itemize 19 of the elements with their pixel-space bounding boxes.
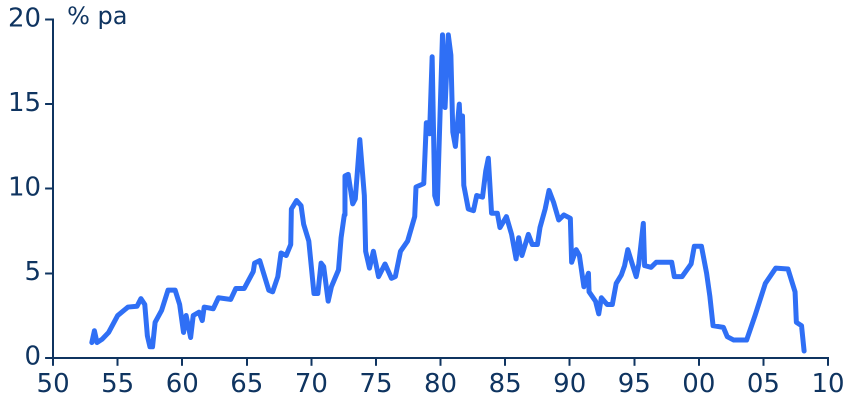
x-tick-label: 05 bbox=[746, 369, 780, 400]
x-tick-label: 10 bbox=[811, 369, 845, 400]
x-tick-label: 95 bbox=[618, 369, 651, 400]
x-tick-label: 70 bbox=[294, 369, 328, 400]
x-tick-label: 60 bbox=[166, 369, 199, 400]
x-tick-label: 50 bbox=[36, 369, 70, 400]
y-axis-title: % pa bbox=[67, 2, 128, 30]
y-tick-label: 0 bbox=[24, 342, 42, 372]
x-tick-label: 90 bbox=[553, 369, 586, 400]
x-tick-label: 80 bbox=[424, 369, 458, 400]
y-tick-label: 15 bbox=[8, 88, 42, 118]
x-tick-label: 00 bbox=[682, 369, 716, 400]
y-tick-label: 10 bbox=[8, 172, 42, 202]
x-tick-label: 75 bbox=[359, 369, 393, 400]
y-tick-label: 5 bbox=[24, 257, 42, 287]
x-tick-label: 85 bbox=[488, 369, 522, 400]
x-tick-label: 55 bbox=[101, 369, 134, 400]
x-tick-label: 65 bbox=[230, 369, 264, 400]
y-tick-label: 20 bbox=[8, 3, 42, 34]
